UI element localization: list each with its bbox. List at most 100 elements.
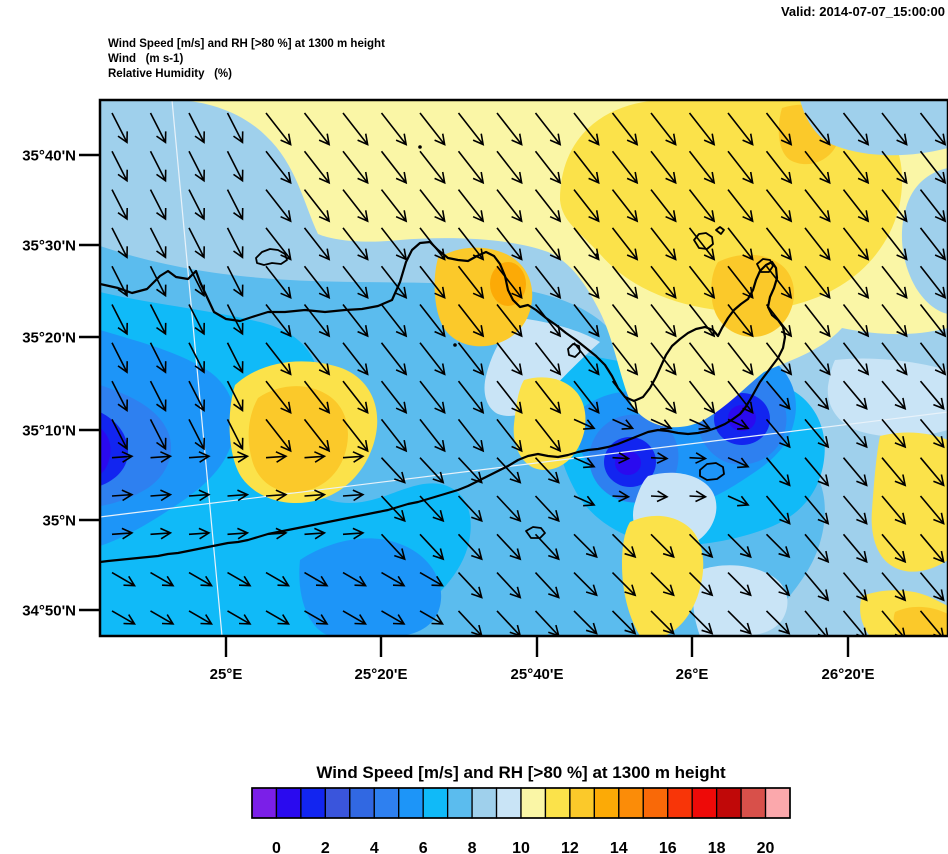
- wind-arrow: [380, 342, 408, 376]
- colorbar-tick-label: 8: [468, 840, 477, 854]
- wind-arrow: [765, 265, 793, 300]
- wind-arrow: [611, 572, 637, 597]
- wind-arrow: [573, 304, 600, 338]
- wind-arrow: [573, 265, 600, 300]
- wind-arrow: [188, 451, 211, 463]
- wind-arrow: [150, 451, 173, 463]
- wind-arrow: [534, 304, 562, 338]
- wind-arrow: [612, 490, 631, 503]
- wind-arrow: [727, 227, 754, 261]
- wind-speed-shading: [100, 100, 948, 636]
- wind-arrow: [842, 304, 870, 338]
- wind-arrow: [688, 150, 716, 185]
- colorbar-cell: [544, 787, 571, 819]
- wind-arrow: [303, 380, 331, 414]
- wind-arrow: [650, 572, 675, 597]
- wind-arrow: [688, 189, 716, 223]
- wind-arrow: [419, 342, 446, 376]
- wind-arrow: [342, 489, 365, 502]
- island-outline: [756, 258, 774, 273]
- wind-arrow: [303, 304, 331, 338]
- fill-region-amber-central-core: [248, 386, 348, 493]
- wind-arrow: [611, 610, 637, 635]
- wind-arrow: [650, 380, 677, 414]
- wind-arrow: [881, 189, 908, 223]
- wind-arrow: [496, 457, 522, 484]
- wind-arrow: [342, 610, 367, 625]
- wind-arrow: [149, 304, 167, 336]
- wind-arrow: [342, 227, 369, 261]
- colorbar-tick-label: 20: [757, 840, 775, 854]
- wind-arrow: [457, 265, 485, 300]
- wind-arrow: [534, 418, 562, 453]
- wind-arrow: [380, 418, 408, 453]
- wind-arrow: [419, 610, 444, 625]
- wind-arrow: [419, 457, 445, 484]
- wind-arrow: [804, 457, 830, 487]
- x-tick-label: 25°40'E: [511, 666, 564, 683]
- wind-arrow: [265, 418, 292, 453]
- colorbar-cell: [251, 787, 278, 819]
- wind-arrow: [304, 489, 327, 502]
- colorbar-cell: [422, 787, 449, 819]
- wind-arrow: [881, 227, 908, 261]
- colorbar-outline: [251, 787, 791, 819]
- colorbar-cell: [398, 787, 424, 819]
- wind-arrow: [689, 490, 708, 503]
- wind-arrow: [188, 342, 205, 374]
- wind-arrow: [265, 527, 288, 540]
- wind-arrow: [188, 419, 205, 451]
- wind-arrow: [573, 572, 598, 597]
- wind-arrow: [804, 572, 830, 602]
- wind-arrow: [727, 189, 754, 223]
- wind-arrow: [303, 189, 331, 223]
- wind-arrow: [765, 533, 791, 559]
- colorbar-cell: [520, 787, 547, 819]
- wind-arrow: [688, 342, 716, 376]
- wind-arrow: [650, 418, 673, 430]
- wind-arrow: [188, 489, 211, 502]
- colorbar-cell: [324, 787, 351, 819]
- wind-arrow: [457, 572, 483, 599]
- wind-arrow: [881, 112, 908, 146]
- wind-arrow: [380, 457, 406, 484]
- wind-arrow: [611, 112, 639, 146]
- wind-arrow: [804, 342, 831, 376]
- wind-arrow: [804, 533, 830, 564]
- wind-arrow: [380, 227, 408, 261]
- wind-arrow: [226, 265, 244, 298]
- wind-arrow: [881, 342, 908, 376]
- axes: 35°40'N 35°30'N 35°20'N 35°10'N 35°N 34°50'N 2…: [22, 148, 874, 684]
- wind-arrow: [419, 189, 446, 223]
- wind-arrow: [842, 150, 870, 185]
- wind-arrow: [688, 304, 716, 338]
- wind-arrow: [842, 457, 868, 487]
- wind-arrow: [919, 380, 945, 410]
- fill-region-gold-myrtos: [513, 377, 586, 470]
- wind-arrow: [188, 571, 213, 587]
- wind-arrow: [573, 227, 600, 261]
- map-frame: [98, 98, 948, 638]
- wind-arrow: [611, 533, 637, 559]
- island-outline: [255, 248, 288, 266]
- wind-arrow: [650, 150, 677, 185]
- colorbar: 0 2 4 6 8 10 12 14 16 18 20: [251, 787, 791, 854]
- wind-arrow: [457, 380, 485, 414]
- colorbar-cell: [618, 787, 644, 819]
- wind-arrow: [188, 304, 205, 336]
- wind-arrow: [496, 304, 523, 338]
- island-outline: [525, 526, 546, 539]
- wind-arrow: [650, 189, 677, 223]
- wind-arrow: [265, 571, 290, 587]
- fill-region-pale-bay: [484, 318, 600, 417]
- colorbar-cell: [764, 787, 791, 819]
- wind-arrow: [457, 112, 485, 146]
- wind-arrow: [188, 265, 205, 298]
- wind-arrow: [765, 150, 793, 185]
- wind-arrow: [534, 572, 560, 599]
- colorbar-tick-label: 0: [272, 840, 281, 854]
- wind-arrow: [111, 227, 128, 259]
- wind-arrow: [804, 304, 831, 338]
- wind-arrow: [611, 150, 639, 185]
- colorbar-cell: [667, 787, 693, 819]
